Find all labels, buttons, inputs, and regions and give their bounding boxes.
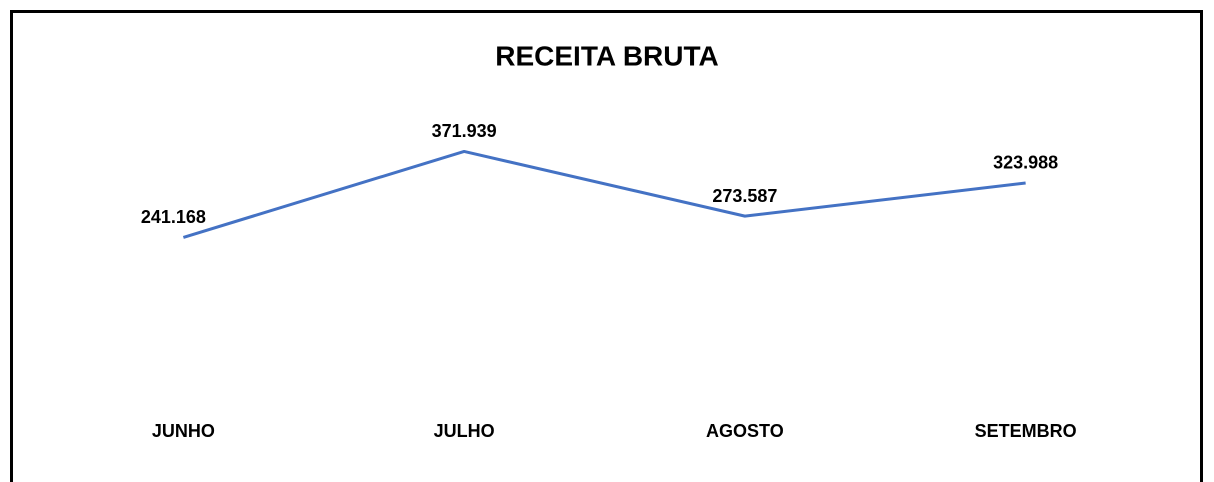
data-label: 323.988 xyxy=(993,153,1058,173)
data-label: 273.587 xyxy=(712,186,777,206)
x-tick-label: JUNHO xyxy=(152,421,215,441)
chart-frame xyxy=(10,10,1203,482)
line xyxy=(182,149,1026,239)
x-tick-label: SETEMBRO xyxy=(975,421,1077,441)
chart-title: RECEITA BRUTA xyxy=(495,40,718,71)
data-label: 371.939 xyxy=(432,121,497,141)
x-tick-label: AGOSTO xyxy=(706,421,784,441)
data-label: 241.168 xyxy=(141,207,206,227)
x-tick-label: JULHO xyxy=(434,421,495,441)
